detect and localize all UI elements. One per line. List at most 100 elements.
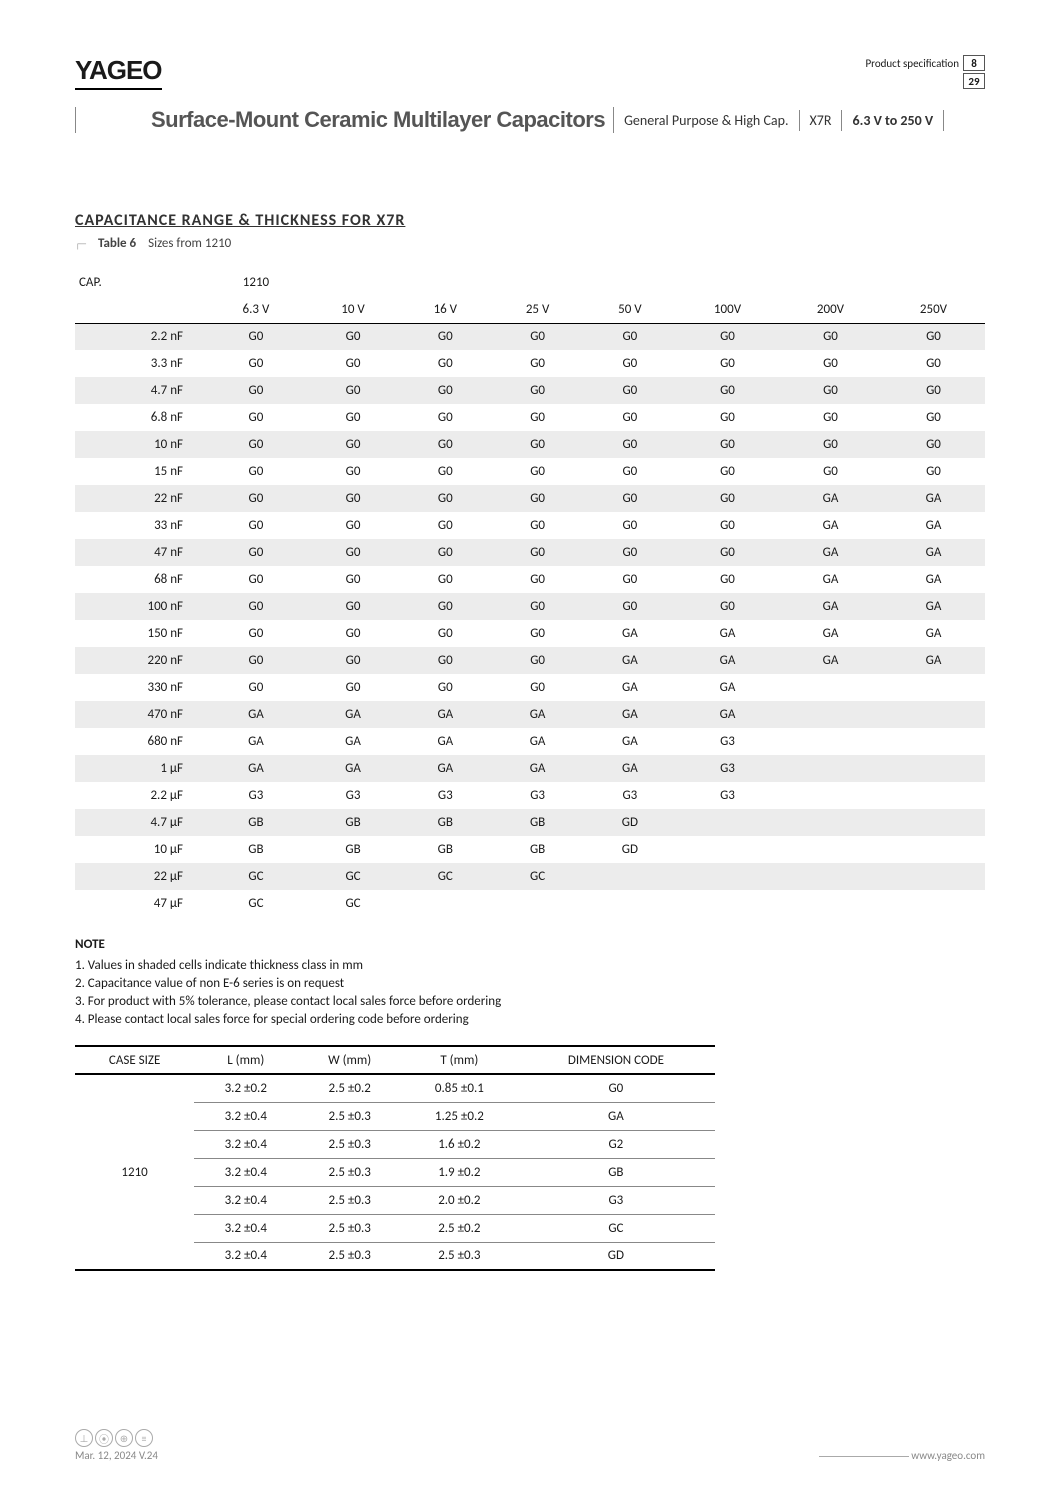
thickness-cell [779,755,882,782]
table-row: 4.7 nFG0G0G0G0G0G0G0G0 [75,377,985,404]
thickness-cell: GA [584,755,676,782]
cap-value: 47 µF [75,890,205,917]
thickness-cell: G0 [399,647,491,674]
cap-col-header: CAP. [75,269,205,296]
thickness-cell: G0 [584,350,676,377]
dim-cell: 1.25 ±0.2 [402,1102,517,1130]
thickness-cell: GA [205,701,307,728]
note-item: 2. Capacitance value of non E-6 series i… [75,976,985,991]
thickness-cell: G0 [399,458,491,485]
table-row: 100 nFG0G0G0G0G0G0GAGA [75,593,985,620]
spec-box: Product specification 8 29 [865,55,985,89]
cert-icon: ⦿ [95,1429,113,1447]
note-item: 4. Please contact local sales force for … [75,1012,985,1027]
table-row: 2.2 µFG3G3G3G3G3G3 [75,782,985,809]
thickness-cell [676,836,779,863]
cert-icon: ⊥ [75,1429,93,1447]
logo: YAGEO [75,55,162,90]
dim-cell: GB [517,1158,715,1186]
dim-cell: 2.5 ±0.3 [297,1102,402,1130]
cap-value: 100 nF [75,593,205,620]
cert-icon: ⊕ [115,1429,133,1447]
thickness-cell: G0 [491,458,583,485]
thickness-cell: GB [205,809,307,836]
thickness-cell: GB [205,836,307,863]
dim-cell: 2.5 ±0.2 [402,1214,517,1242]
notes-header: NOTE [75,937,985,952]
note-item: 1. Values in shaded cells indicate thick… [75,958,985,973]
thickness-cell: GA [584,701,676,728]
thickness-cell: G0 [491,431,583,458]
thickness-cell: G0 [307,350,399,377]
thickness-cell: G0 [676,350,779,377]
thickness-cell: GA [491,701,583,728]
table-row: 4.7 µFGBGBGBGBGD [75,809,985,836]
thickness-cell: G0 [307,647,399,674]
notes-block: NOTE 1. Values in shaded cells indicate … [75,937,985,1027]
thickness-cell: G0 [491,647,583,674]
thickness-cell: G0 [882,323,985,350]
thickness-cell: G0 [491,593,583,620]
thickness-cell [676,890,779,917]
thickness-cell: GC [205,890,307,917]
thickness-cell: G0 [676,593,779,620]
volt-col: 100V [676,296,779,323]
thickness-cell: GA [676,647,779,674]
thickness-cell: GA [779,485,882,512]
dim-cell: 2.5 ±0.3 [297,1186,402,1214]
thickness-cell: GA [307,755,399,782]
thickness-cell: G0 [584,323,676,350]
cap-value: 150 nF [75,620,205,647]
thickness-cell: G0 [307,512,399,539]
chip-category: General Purpose & High Cap. [614,110,799,131]
thickness-cell: G3 [676,728,779,755]
dim-cell: GD [517,1242,715,1270]
thickness-cell [584,863,676,890]
thickness-cell: G0 [307,485,399,512]
thickness-cell: G0 [491,674,583,701]
thickness-cell: G0 [307,539,399,566]
thickness-cell: G0 [399,566,491,593]
thickness-cell: GA [882,593,985,620]
thickness-cell: G0 [399,620,491,647]
dim-cell: 2.5 ±0.3 [297,1130,402,1158]
thickness-cell: G0 [882,431,985,458]
dim-cell: GC [517,1214,715,1242]
thickness-cell: G0 [399,431,491,458]
cap-value: 1 µF [75,755,205,782]
dim-cell: 3.2 ±0.4 [194,1158,297,1186]
thickness-cell: GA [882,566,985,593]
table-row: 47 nFG0G0G0G0G0G0GAGA [75,539,985,566]
dim-col-header: CASE SIZE [75,1046,194,1074]
thickness-cell: G0 [307,431,399,458]
thickness-cell: G0 [779,323,882,350]
thickness-cell: G0 [779,377,882,404]
thickness-cell: G3 [584,782,676,809]
cap-value: 6.8 nF [75,404,205,431]
cap-value: 15 nF [75,458,205,485]
thickness-cell: G3 [307,782,399,809]
thickness-cell: G0 [399,377,491,404]
thickness-cell: G3 [205,782,307,809]
thickness-cell: G0 [399,674,491,701]
size-header: 1210 [205,269,307,296]
dim-cell: 3.2 ±0.4 [194,1214,297,1242]
cap-value: 10 µF [75,836,205,863]
thickness-cell: G0 [491,512,583,539]
thickness-cell: GB [491,836,583,863]
thickness-cell [399,890,491,917]
dim-cell: 2.5 ±0.2 [297,1074,402,1102]
cap-value: 330 nF [75,674,205,701]
thickness-cell: GA [779,647,882,674]
thickness-cell: G0 [205,512,307,539]
thickness-cell: G0 [491,377,583,404]
table-row: 680 nFGAGAGAGAGAG3 [75,728,985,755]
thickness-cell: G0 [307,620,399,647]
thickness-cell: G0 [307,566,399,593]
thickness-cell: G0 [205,458,307,485]
thickness-cell: G3 [676,755,779,782]
thickness-cell: GA [882,647,985,674]
thickness-cell: GA [882,512,985,539]
thickness-cell [779,728,882,755]
cap-value: 220 nF [75,647,205,674]
